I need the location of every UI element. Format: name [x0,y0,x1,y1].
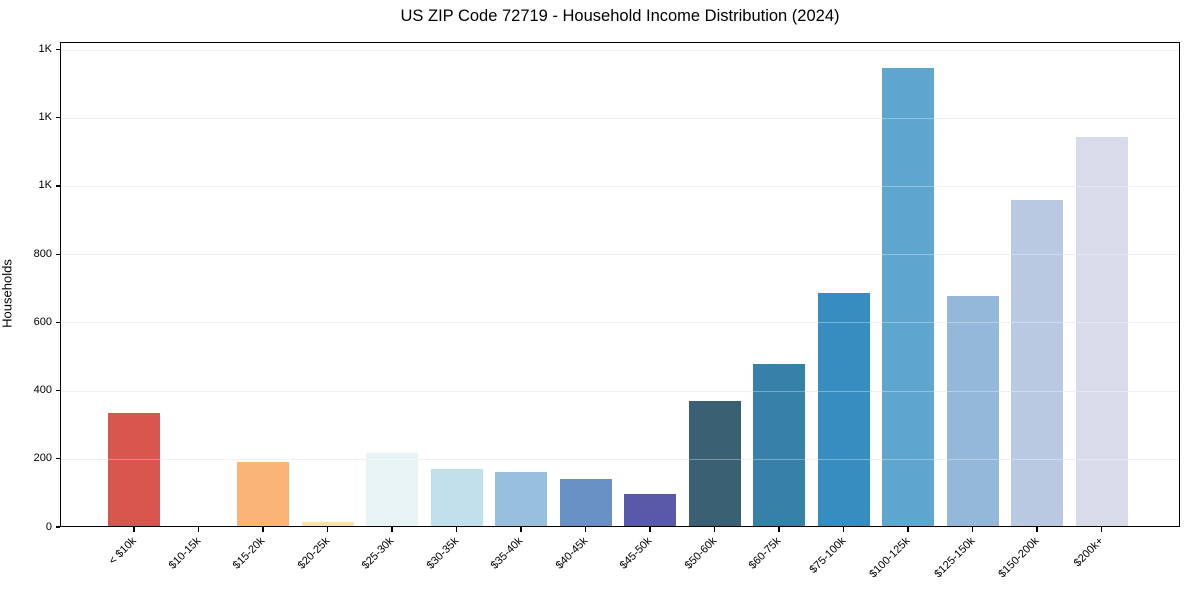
bar-60-75k [753,364,805,527]
x-tick-label: $60-75k [746,535,784,572]
x-tick-label: $30-35k [424,535,461,572]
x-tick-label: $200k+ [1071,535,1106,570]
x-tick-mark [971,527,974,532]
x-tick-mark [649,527,651,532]
y-tick-mark [55,253,60,255]
bar-20-25k [301,522,354,527]
x-tick-mark [842,527,845,532]
y-tick-label: 600 [33,315,52,328]
gridline-overlay [60,322,1180,324]
y-tick-label: 1K [38,43,52,55]
x-tick-mark [133,527,135,532]
y-tick-mark [55,526,60,528]
x-tick-label: $25-30k [359,535,397,572]
gridline-overlay [60,254,1180,256]
gridline-overlay [60,390,1180,392]
bar-150-200k [1011,199,1063,527]
bar-35-40k [495,471,547,527]
bar-200k [1075,137,1128,527]
bar-75-100k [817,292,870,527]
bar-10k [108,412,160,527]
gridline-overlay [60,49,1180,51]
y-tick-label: 400 [33,384,52,397]
y-tick-mark [55,48,60,51]
x-tick-mark [262,527,264,532]
x-tick-mark [197,527,200,532]
y-tick-mark [55,321,60,324]
y-tick-mark [55,117,60,119]
bar-100-125k [882,68,934,527]
x-tick-mark [326,527,329,532]
x-tick-label: $100-125k [867,535,913,581]
gridline-overlay [60,117,1180,119]
gridline [60,458,1180,460]
bar-25-30k [366,453,418,527]
x-tick-label: $50-60k [682,535,719,572]
y-tick-mark [55,185,60,187]
x-tick-label: $35-40k [488,535,526,572]
bar-125-150k [946,295,999,527]
chart-title: US ZIP Code 72719 - Household Income Dis… [400,7,840,25]
x-tick-label: $125-150k [931,535,977,581]
bar-45-50k [624,493,676,527]
bar-50-60k [688,400,741,527]
gridline [60,117,1180,119]
x-tick-label: $150-200k [996,535,1042,581]
gridline [60,49,1180,51]
gridline [60,390,1180,392]
x-tick-label: $10-15k [166,535,203,572]
x-tick-mark [391,527,393,532]
x-tick-label: $40-45k [553,535,590,572]
gridline [60,185,1180,187]
y-tick-label: 1K [38,111,52,124]
x-tick-mark [907,527,909,532]
y-tick-label: 1K [38,179,52,192]
x-tick-mark [520,527,522,532]
x-tick-label: $15-20k [230,535,268,572]
y-tick-mark [55,390,60,392]
plot-area [60,42,1180,527]
x-tick-label: $75-100k [807,535,848,576]
gridline [60,254,1180,256]
x-tick-label: < $10k [106,535,139,568]
bar-30-35k [430,469,483,527]
x-tick-mark [1100,527,1103,532]
x-tick-mark [713,527,716,532]
x-tick-label: $20-25k [295,535,332,572]
y-tick-label: 0 [45,520,52,533]
y-tick-label: 200 [33,452,52,465]
x-tick-mark [778,527,780,532]
y-tick-mark [55,458,60,460]
y-tick-label: 800 [33,247,52,260]
gridline [60,322,1180,324]
bar-40-45k [559,479,612,527]
gridline-overlay [60,458,1180,460]
x-tick-mark [584,527,587,532]
gridline-overlay [60,185,1180,187]
bar-15-20k [237,462,289,527]
x-tick-mark [455,527,458,532]
x-tick-mark [1036,527,1038,532]
x-tick-label: $45-50k [617,535,655,572]
